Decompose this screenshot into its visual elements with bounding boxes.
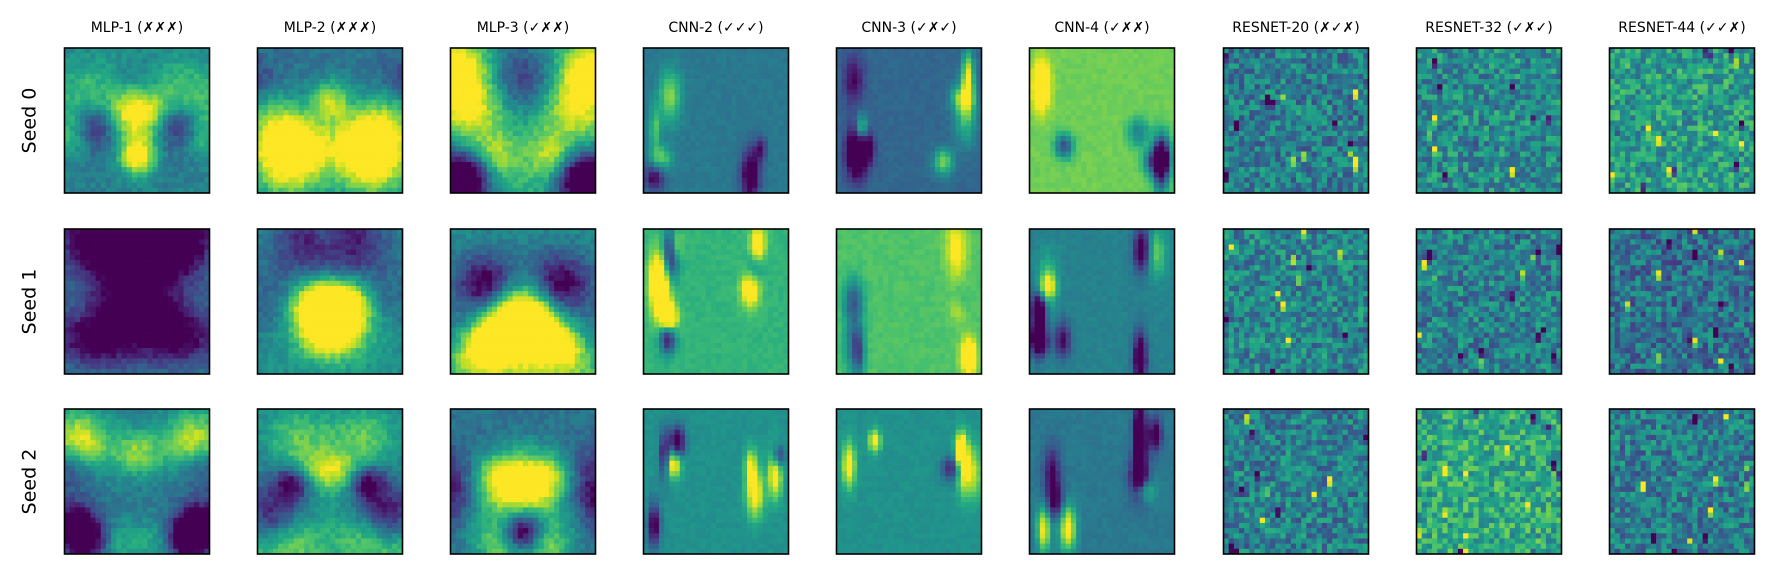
panel-frame [1415, 408, 1563, 555]
panel-frame [1222, 228, 1370, 375]
row-label: Seed 0 [19, 88, 41, 154]
panel-frame [256, 408, 404, 555]
heatmap-panel [449, 408, 597, 555]
column-title: MLP-2 (✗✗✗) [284, 20, 377, 36]
panel-frame [1608, 408, 1756, 555]
panel-frame [1415, 228, 1563, 375]
column-title: RESNET-44 (✓✓✗) [1618, 20, 1745, 36]
heatmap-panel [449, 47, 597, 194]
heatmap-panel [1415, 47, 1563, 194]
heatmap-panel [835, 228, 983, 375]
panel-frame [642, 47, 790, 194]
heatmap-panel [63, 47, 211, 194]
heatmap-panel [1415, 228, 1563, 375]
panel-frame [1222, 47, 1370, 194]
panel-frame [449, 47, 597, 194]
panel-frame [1222, 408, 1370, 555]
panel-frame [1028, 408, 1176, 555]
column-title: CNN-4 (✓✗✗) [1054, 20, 1149, 36]
heatmap-panel [63, 228, 211, 375]
panel-frame [449, 408, 597, 555]
panel-frame [63, 408, 211, 555]
column-title: MLP-3 (✓✗✗) [477, 20, 570, 36]
heatmap-panel [1222, 228, 1370, 375]
panel-frame [1608, 228, 1756, 375]
panel-frame [449, 228, 597, 375]
panel-frame [642, 228, 790, 375]
column-title: RESNET-32 (✓✗✓) [1425, 20, 1552, 36]
heatmap-panel [1028, 228, 1176, 375]
heatmap-panel [449, 228, 597, 375]
heatmap-panel [1222, 408, 1370, 555]
panel-frame [1415, 47, 1563, 194]
heatmap-panel [835, 47, 983, 194]
panel-frame [256, 228, 404, 375]
heatmap-panel [1608, 408, 1756, 555]
panel-frame [1028, 47, 1176, 194]
column-title: RESNET-20 (✗✓✗) [1232, 20, 1359, 36]
heatmap-panel [642, 47, 790, 194]
heatmap-panel [256, 47, 404, 194]
panel-frame [63, 47, 211, 194]
heatmap-panel [642, 228, 790, 375]
panel-frame [835, 47, 983, 194]
panel-frame [63, 228, 211, 375]
heatmap-panel [642, 408, 790, 555]
column-titles: MLP-1 (✗✗✗) MLP-2 (✗✗✗) MLP-3 (✓✗✗) CNN-2 (… [91, 20, 1746, 36]
heatmap-panels [63, 47, 1756, 555]
panel-frame [1608, 47, 1756, 194]
heatmap-panel [1608, 47, 1756, 194]
heatmap-panel [256, 408, 404, 555]
panel-frame [835, 408, 983, 555]
heatmap-panel [1415, 408, 1563, 555]
column-title: MLP-1 (✗✗✗) [91, 20, 184, 36]
heatmap-panel [1028, 47, 1176, 194]
row-label: Seed 2 [19, 449, 41, 515]
row-labels: Seed 0 Seed 1 Seed 2 [19, 88, 41, 515]
heatmap-panel [63, 408, 211, 555]
heatmap-panel [256, 228, 404, 375]
column-title: CNN-2 (✓✓✓) [668, 20, 763, 36]
column-title: CNN-3 (✓✗✓) [861, 20, 956, 36]
panel-frame [256, 47, 404, 194]
panel-frame [835, 228, 983, 375]
heatmap-panel [1222, 47, 1370, 194]
panel-frame [642, 408, 790, 555]
panel-frame [1028, 228, 1176, 375]
heatmap-panel [1028, 408, 1176, 555]
row-label: Seed 1 [19, 269, 41, 335]
heatmap-panel [1608, 228, 1756, 375]
heatmap-panel [835, 408, 983, 555]
